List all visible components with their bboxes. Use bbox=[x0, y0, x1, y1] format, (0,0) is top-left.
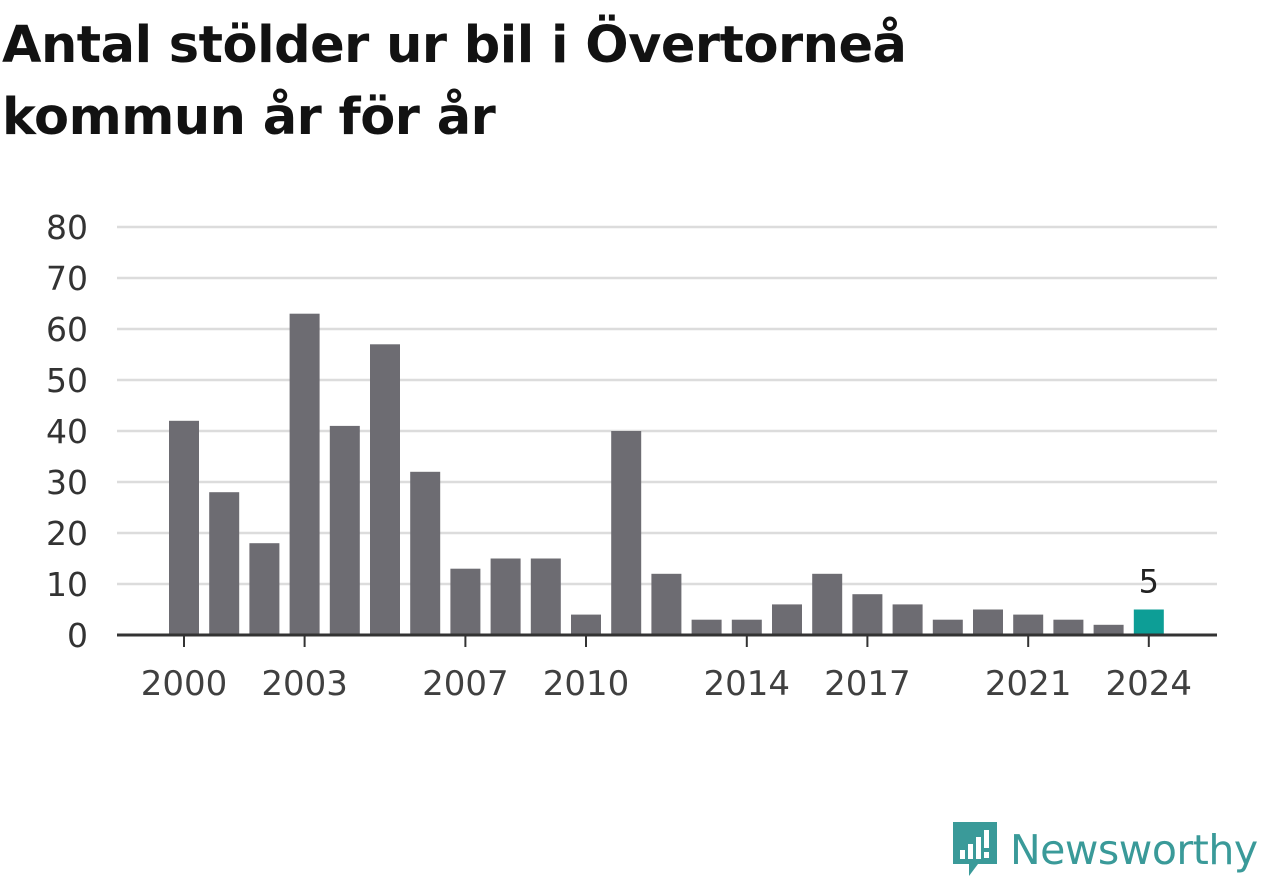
x-tick-label: 2017 bbox=[824, 664, 911, 704]
y-tick-label: 10 bbox=[46, 565, 88, 604]
y-tick-label: 50 bbox=[46, 361, 88, 400]
x-axis: 2000 2003 2007 2010 2014 2017 2021 2024 bbox=[117, 633, 1217, 704]
bar-2006 bbox=[410, 471, 441, 635]
bar-2022 bbox=[1053, 619, 1084, 635]
bar-2015 bbox=[772, 604, 802, 635]
bar-2002 bbox=[249, 543, 280, 635]
bar-2007 bbox=[450, 568, 481, 635]
bar-2013 bbox=[691, 619, 722, 635]
bar-2016 bbox=[812, 573, 843, 635]
y-tick-label: 80 bbox=[46, 208, 88, 247]
bars bbox=[169, 313, 1164, 635]
bar-2008 bbox=[490, 558, 521, 635]
bar-2017 bbox=[852, 594, 883, 635]
bar-2005 bbox=[370, 344, 400, 635]
y-tick-label: 30 bbox=[46, 463, 88, 502]
bar-2003 bbox=[289, 313, 320, 635]
bar-2024 bbox=[1133, 609, 1164, 635]
x-tick-label: 2021 bbox=[985, 664, 1072, 704]
x-tick-label: 2003 bbox=[261, 664, 348, 704]
bar-2009 bbox=[530, 558, 561, 635]
bar-2012 bbox=[651, 573, 682, 635]
page-title: Antal stölder ur bil i Övertorneå kommun… bbox=[2, 16, 907, 147]
y-tick-label: 40 bbox=[46, 412, 88, 451]
bar-2014 bbox=[731, 619, 762, 635]
bar-2018 bbox=[892, 604, 923, 635]
y-tick-label: 60 bbox=[46, 310, 88, 349]
x-tick-label: 2007 bbox=[422, 664, 509, 704]
y-tick-label: 70 bbox=[46, 259, 88, 298]
y-tick-label: 20 bbox=[46, 514, 88, 553]
y-axis-ticks: 0 10 20 30 40 50 60 70 80 bbox=[46, 208, 88, 655]
x-tick-label: 2010 bbox=[543, 664, 630, 704]
bar-2011 bbox=[611, 431, 642, 635]
data-labels: 5 bbox=[1139, 563, 1159, 601]
y-tick-label: 0 bbox=[67, 616, 88, 655]
bar-2010 bbox=[571, 614, 601, 635]
x-tick-label: 2000 bbox=[141, 664, 228, 704]
bar-2023 bbox=[1093, 624, 1124, 635]
bar-2001 bbox=[209, 492, 240, 635]
bar-2021 bbox=[1013, 614, 1044, 635]
brand-name: Newsworthy bbox=[1010, 826, 1258, 874]
bar-2020 bbox=[973, 609, 1003, 635]
newsworthy-logo-icon bbox=[953, 822, 997, 876]
bar-2000 bbox=[169, 420, 199, 635]
bar-2019 bbox=[932, 619, 963, 635]
bar-2004 bbox=[329, 425, 360, 635]
grid-lines bbox=[117, 225, 1217, 586]
newsworthy-logo: Newsworthy bbox=[950, 820, 1258, 880]
data-label-2024: 5 bbox=[1139, 563, 1159, 601]
x-tick-label: 2014 bbox=[704, 664, 791, 704]
x-tick-label: 2024 bbox=[1106, 664, 1193, 704]
